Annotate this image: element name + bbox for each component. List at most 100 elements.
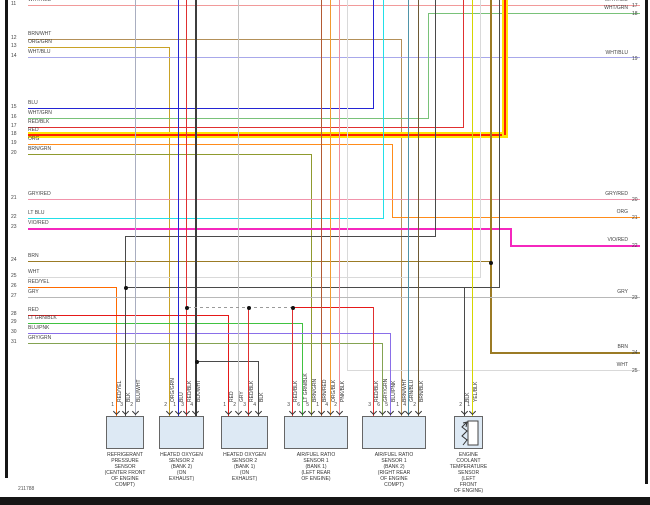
left-wire-label: WHT/BLU — [28, 49, 51, 55]
connector-box — [362, 416, 426, 449]
wire-wht-blu-h — [28, 57, 640, 58]
pin-number: 2 — [413, 402, 416, 408]
wire-vio-red-v — [510, 228, 512, 246]
left-wire-label: GRY/GRN — [28, 335, 52, 341]
pin-wire-label: RED — [229, 391, 235, 402]
wire-blk-a-v2 — [125, 236, 126, 416]
pin-arrow-icon — [224, 407, 233, 416]
connector-name-line: SENSOR 2 — [231, 458, 258, 464]
wire-blk-a-v — [435, 0, 436, 236]
left-wire-label: RED/YEL — [28, 279, 50, 285]
connector-name-line: OF ENGINE) — [301, 476, 331, 482]
right-wire-label: VIO/RED — [607, 237, 628, 243]
connector-name: ENGINE COOLANT TEMPERATURE SENSOR (LEFT FRONT… — [431, 452, 507, 494]
left-wire-number: 23 — [11, 224, 17, 230]
pin-number: 1 — [467, 402, 470, 408]
left-wire-number: 17 — [11, 123, 17, 129]
connector-name-line: OF ENGINE — [111, 476, 139, 482]
splice-dot — [184, 305, 189, 310]
wire-blk-ect-v — [464, 287, 465, 416]
pin-wire-label: BRN/BLK — [419, 380, 425, 402]
pin-arrow-icon — [112, 407, 121, 416]
wire-splice-bus — [188, 307, 292, 308]
wire-brn-wht-v — [401, 39, 402, 416]
left-wire-label: BRN/GRN — [28, 146, 52, 152]
pin-number: 1 — [316, 402, 319, 408]
pin-number: 3 — [181, 402, 184, 408]
pin-number: 2 — [233, 402, 236, 408]
wire-org-grn-h — [28, 47, 170, 48]
right-wire-number: 23 — [632, 295, 638, 301]
wire-red-bus-h — [292, 307, 374, 308]
pin-wire-label: RED/YEL — [117, 380, 123, 402]
wire-wht-h2 — [347, 370, 640, 371]
wire-gry-grn-h — [28, 343, 383, 344]
page-edge-right — [645, 0, 648, 484]
left-wire-label: VIO/RED — [28, 220, 49, 226]
pin-arrow-icon — [288, 407, 297, 416]
wire-brn-red-v — [321, 0, 322, 416]
pin-wire-label: GRY — [239, 391, 245, 402]
pin-number: 4 — [253, 402, 256, 408]
pin-arrow-icon — [386, 407, 395, 416]
pin-wire-label: BRN/WHT — [402, 378, 408, 402]
wire-blu-wht-v — [135, 0, 136, 416]
pin-number: 4 — [190, 402, 193, 408]
wire-org-v — [392, 144, 393, 218]
wire-gry-h — [28, 297, 640, 298]
wire-lt-blu-h — [28, 218, 384, 219]
wire-brn-grn-v — [311, 154, 312, 416]
connector-box — [221, 416, 268, 449]
splice-dot — [290, 305, 295, 310]
connector-box — [106, 416, 144, 449]
pin-number: 3 — [243, 402, 246, 408]
pin-arrow-icon — [244, 407, 253, 416]
wire-blk-wht-link-h — [196, 361, 258, 362]
pin-arrow-icon — [404, 407, 413, 416]
right-wire-number: 25 — [632, 368, 638, 374]
pin-arrow-icon — [254, 407, 263, 416]
wire-blk-b-h — [125, 287, 500, 288]
pin-number: 2 — [130, 402, 133, 408]
pin-wire-label: PNK/BLK — [340, 380, 346, 402]
pin-arrow-icon — [414, 407, 423, 416]
connector-name-line: (BANK 2) — [383, 464, 405, 470]
pin-number: 3 — [120, 402, 123, 408]
left-wire-number: 24 — [11, 257, 17, 263]
left-wire-label: RED — [28, 127, 39, 133]
connector-name-line: HEATED OXYGEN — [160, 452, 203, 458]
connector-name: REFRIGERANT PRESSURE SENSOR (CENTER FRONT OF… — [87, 452, 163, 488]
pin-number: 2 — [164, 402, 167, 408]
connector-name-line: (ON — [239, 470, 250, 476]
left-wire-number: 15 — [11, 104, 17, 110]
pin-wire-label: BLK — [465, 392, 471, 402]
splice-dot — [123, 285, 128, 290]
left-wire-label: WHT/RED — [28, 0, 52, 3]
pin-number: 3 — [368, 402, 371, 408]
splice-dot — [246, 305, 251, 310]
pin-arrow-icon — [468, 407, 477, 416]
wire-wht-h — [28, 277, 481, 278]
page-edge-bottom — [0, 497, 650, 505]
connector-name: AIR/FUEL RATIO SENSOR 1 (BANK 2) (RIGHT REA… — [356, 452, 432, 488]
left-wire-label: BRN/WHT — [28, 31, 52, 37]
left-wire-label: BRN — [28, 253, 39, 259]
left-wire-number: 12 — [11, 35, 17, 41]
pin-wire-label: YEL/BLK — [473, 381, 479, 402]
wire-brn-blk-v — [418, 0, 419, 416]
connector-name-line: REFRIGERANT — [107, 452, 143, 458]
left-wire-number: 28 — [11, 311, 17, 317]
left-wire-number: 21 — [11, 195, 17, 201]
connector-name-line: (LEFT REAR — [301, 470, 331, 476]
connector-name-line: SENSOR 2 — [168, 458, 195, 464]
pin-wire-label: BLK — [259, 392, 265, 402]
wire-vio-red-h2 — [510, 245, 640, 247]
wire-blu-pnk-v — [390, 333, 391, 416]
wire-red-blk-bus-v — [186, 0, 187, 416]
right-wire-number: 17 — [632, 3, 638, 9]
connector-name-line: FRONT — [459, 482, 478, 488]
wire-grn-blu-v — [408, 0, 409, 416]
connector-name-line: SENSOR — [114, 464, 136, 470]
connector-name-line: SENSOR 1 — [381, 458, 407, 464]
